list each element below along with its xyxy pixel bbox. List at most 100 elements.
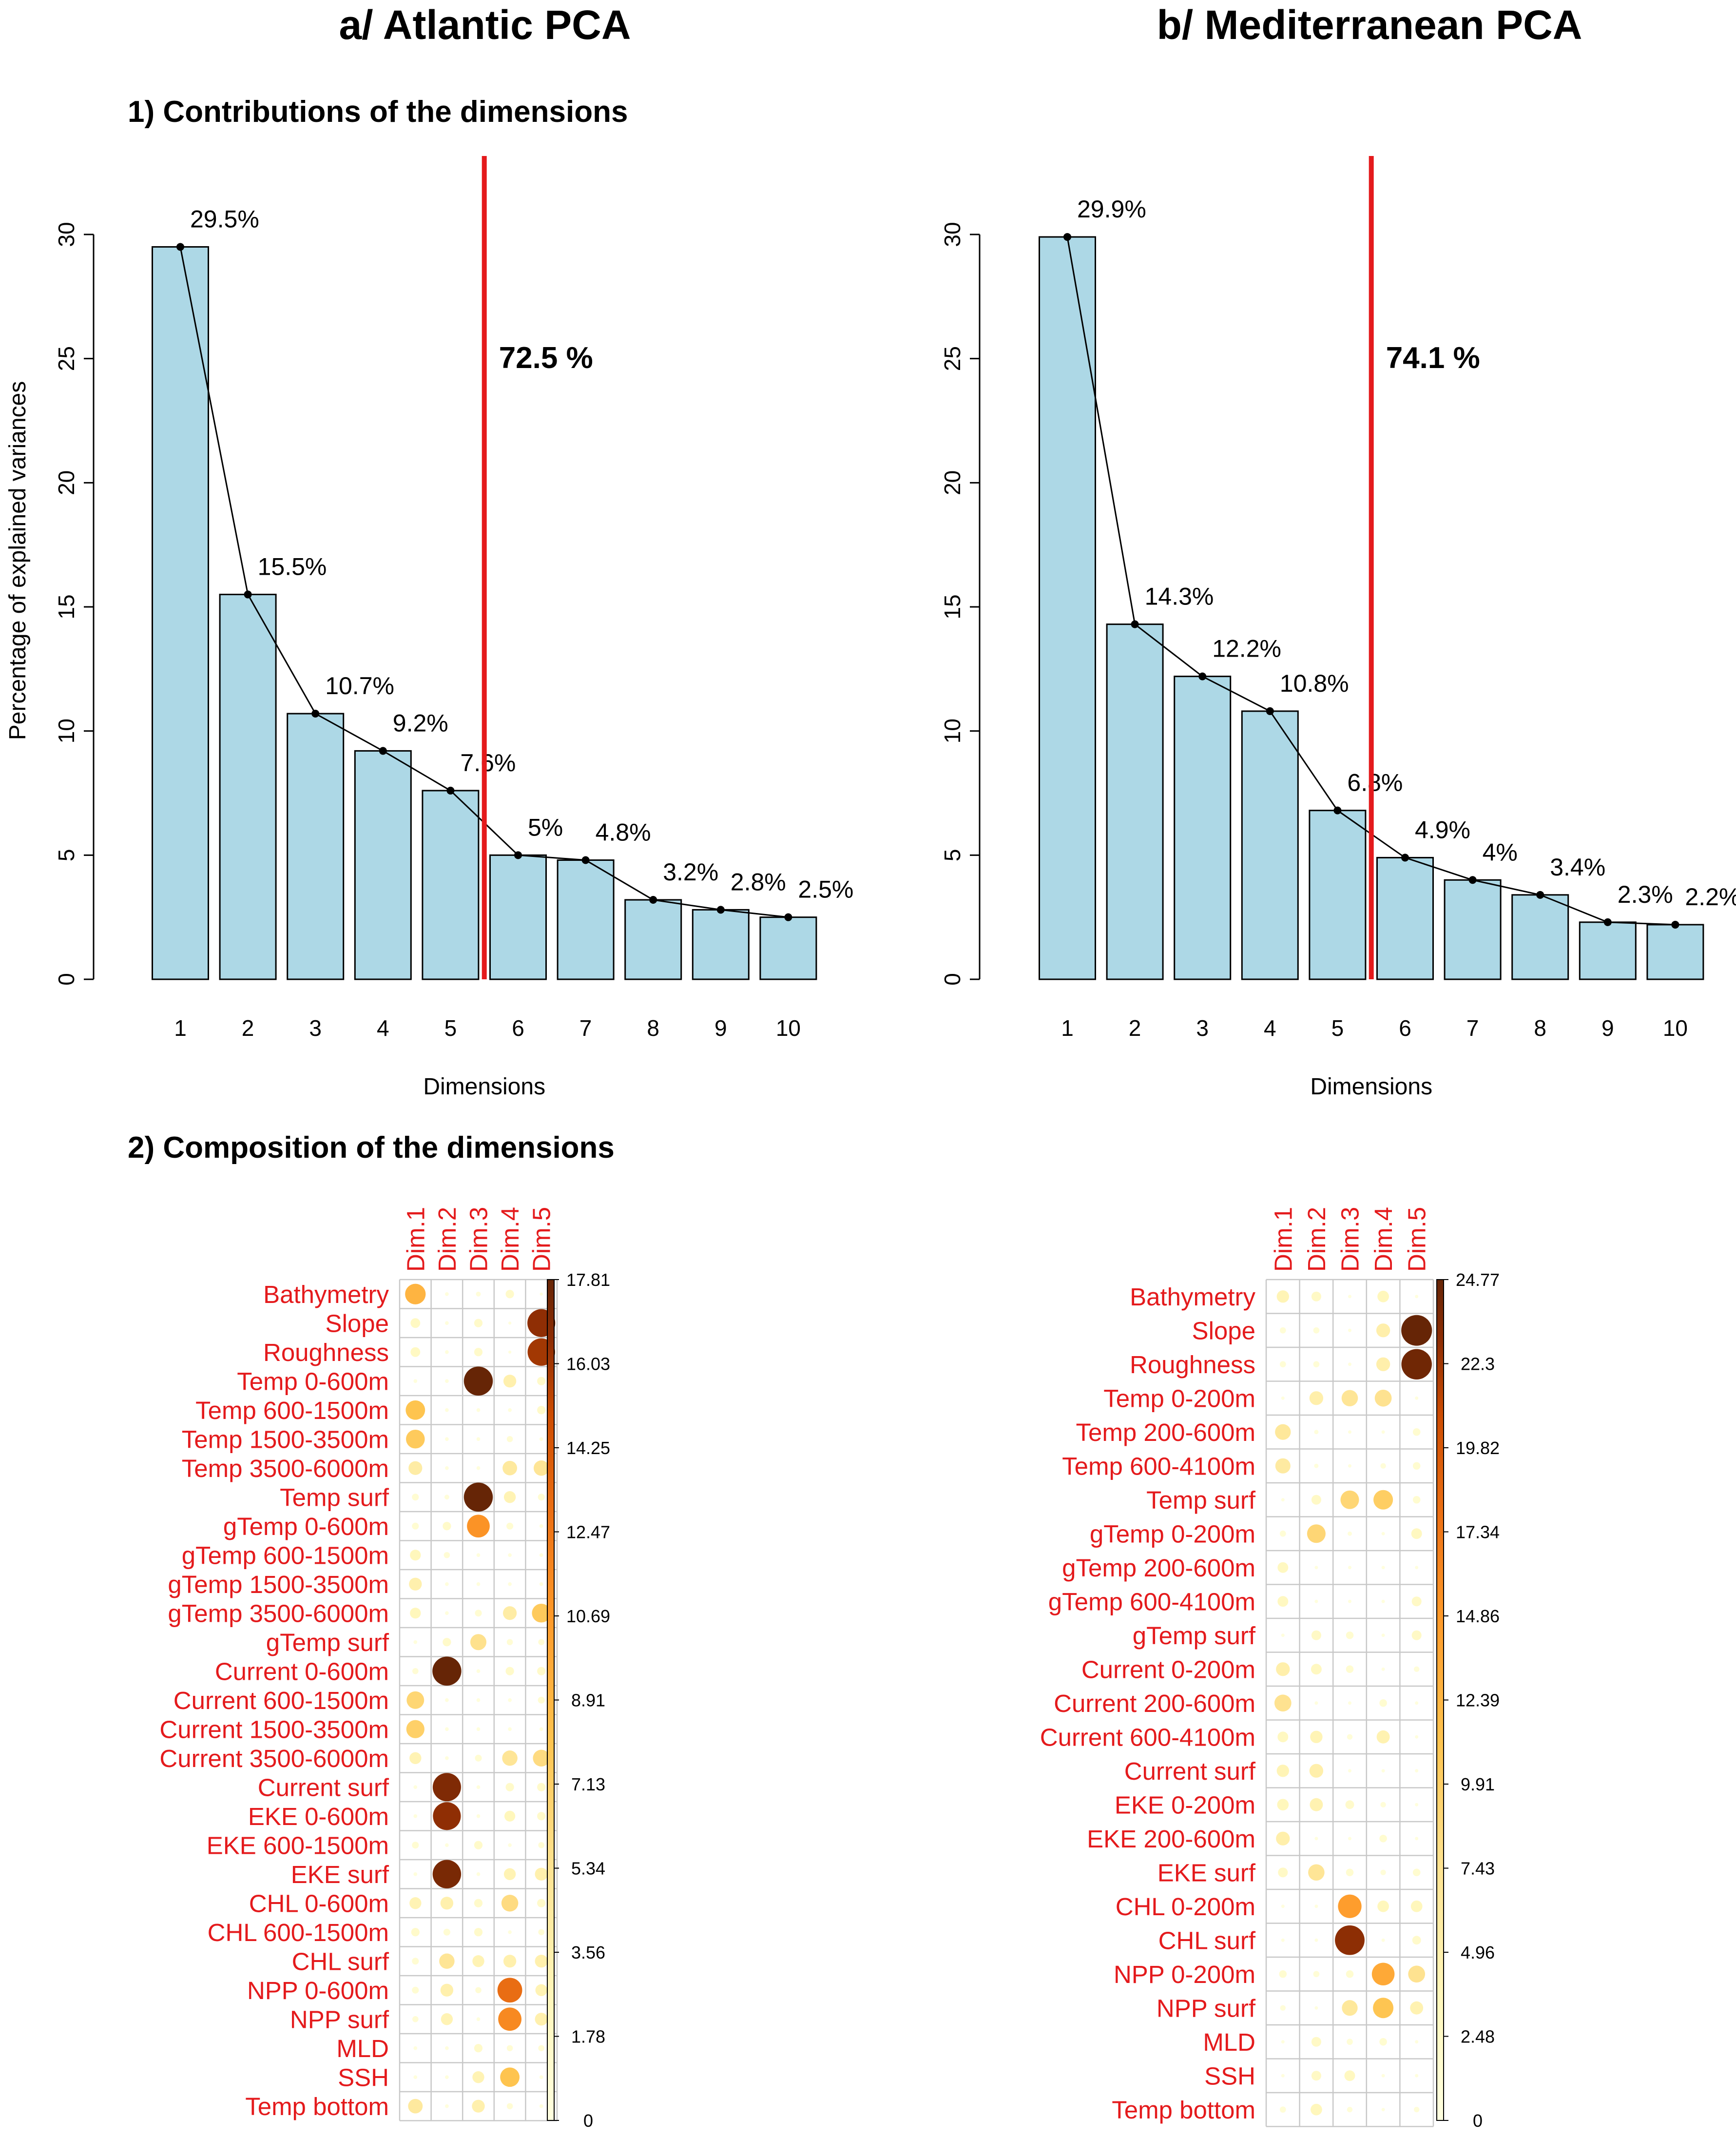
contribution-circle bbox=[1274, 1694, 1292, 1712]
x-tick-label: 3 bbox=[309, 1015, 322, 1041]
colorbar-tick-label: 10.69 bbox=[566, 1606, 610, 1626]
variable-label: Roughness bbox=[263, 1339, 389, 1366]
y-tick-label: 30 bbox=[54, 222, 79, 247]
colorbar-tick-label: 14.86 bbox=[1456, 1606, 1500, 1626]
contribution-circle bbox=[535, 1955, 548, 1968]
bar bbox=[1579, 921, 1637, 980]
x-tick-label: 1 bbox=[174, 1015, 187, 1041]
colorbar-tick-label: 0 bbox=[1473, 2111, 1483, 2131]
contribution-circle bbox=[445, 1698, 449, 1702]
contribution-circle bbox=[1311, 1495, 1321, 1505]
contribution-circle bbox=[1377, 1900, 1389, 1912]
bar bbox=[1106, 623, 1164, 980]
x-tick-label: 6 bbox=[512, 1015, 524, 1041]
contribution-circle bbox=[1411, 1528, 1422, 1539]
bar-value-label: 10.7% bbox=[325, 672, 394, 699]
dimension-label: Dim.1 bbox=[402, 1207, 429, 1272]
contribution-circle bbox=[505, 1290, 514, 1299]
bar-value-label: 4% bbox=[1483, 838, 1518, 866]
variable-label: Temp 200-600m bbox=[1076, 1418, 1255, 1446]
contribution-circle bbox=[1313, 1971, 1320, 1978]
variable-label: Temp 600-4100m bbox=[1062, 1452, 1255, 1480]
colorbar-tick-label: 14.25 bbox=[566, 1438, 610, 1458]
contribution-circle bbox=[408, 1461, 423, 1475]
x-tick-label: 4 bbox=[1264, 1015, 1276, 1041]
contribution-circle bbox=[445, 1727, 449, 1731]
contribution-circle bbox=[533, 1460, 549, 1476]
variable-label: gTemp 0-600m bbox=[223, 1513, 389, 1540]
contribution-circle bbox=[433, 1802, 461, 1830]
contribution-circle bbox=[1381, 1938, 1385, 1942]
bar bbox=[1376, 856, 1434, 980]
y-tick-label: 25 bbox=[940, 346, 965, 371]
contribution-circle bbox=[411, 1928, 420, 1937]
variable-label: Slope bbox=[326, 1309, 389, 1337]
variable-label: Bathymetry bbox=[1130, 1283, 1255, 1311]
contribution-circle bbox=[1348, 1837, 1351, 1841]
contribution-circle bbox=[405, 1400, 425, 1420]
bar-value-label: 14.3% bbox=[1145, 583, 1214, 610]
bar bbox=[692, 909, 750, 980]
bar-value-label: 4.8% bbox=[596, 819, 651, 846]
y-tick-label: 30 bbox=[940, 222, 965, 247]
contribution-circle bbox=[432, 1656, 462, 1686]
variable-label: NPP 0-600m bbox=[247, 1977, 389, 2004]
variance-point bbox=[379, 747, 387, 755]
contribution-circle bbox=[508, 1553, 512, 1557]
contribution-circle bbox=[1280, 2005, 1286, 2011]
contribution-circle bbox=[445, 1843, 449, 1847]
contribution-circle bbox=[1347, 1734, 1353, 1740]
colorbar-tick-label: 3.56 bbox=[571, 1943, 605, 1962]
contribution-circle bbox=[1311, 2071, 1321, 2081]
contribution-circle bbox=[476, 1814, 481, 1818]
dimension-label: Dim.3 bbox=[1336, 1207, 1364, 1272]
variable-label: EKE 200-600m bbox=[1087, 1825, 1255, 1853]
contribution-circle bbox=[502, 1460, 518, 1476]
contribution-circle bbox=[1415, 2040, 1419, 2044]
contribution-circle bbox=[1412, 1936, 1421, 1945]
contribution-circle bbox=[1401, 1349, 1432, 1380]
y-tick-label: 20 bbox=[940, 470, 965, 495]
contribution-circle bbox=[1278, 1867, 1288, 1878]
contribution-circle bbox=[508, 1350, 512, 1354]
bar-value-label: 2.2% bbox=[1685, 883, 1736, 911]
contribution-circle bbox=[472, 2099, 485, 2113]
contribution-circle bbox=[1276, 1831, 1290, 1846]
variable-label: Current 0-200m bbox=[1081, 1655, 1255, 1683]
contribution-circle bbox=[1348, 1295, 1351, 1299]
contribution-circle bbox=[413, 1872, 418, 1876]
contribution-circle bbox=[508, 1582, 512, 1586]
contribution-circle bbox=[474, 1319, 483, 1327]
variable-label: Current 600-4100m bbox=[1040, 1723, 1255, 1751]
y-tick-label: 5 bbox=[940, 849, 965, 862]
contribution-circle bbox=[1381, 1667, 1385, 1671]
contribution-circle bbox=[506, 1436, 513, 1442]
variable-label: EKE 0-200m bbox=[1115, 1791, 1255, 1819]
contribution-circle bbox=[532, 1603, 551, 1623]
colorbar-tick-label: 5.34 bbox=[571, 1859, 605, 1879]
variable-label: EKE 600-1500m bbox=[207, 1831, 389, 1859]
contribution-circle bbox=[475, 1754, 482, 1762]
contribution-circle bbox=[467, 1515, 490, 1538]
contribution-circle bbox=[1348, 1566, 1351, 1570]
contribution-circle bbox=[1415, 1295, 1419, 1299]
bar-value-label: 5% bbox=[528, 814, 563, 841]
variable-label: gTemp 600-4100m bbox=[1048, 1588, 1255, 1615]
variable-label: Temp 600-1500m bbox=[195, 1397, 389, 1424]
panel-title-a: a/ Atlantic PCA bbox=[339, 2, 631, 48]
variance-point bbox=[1671, 920, 1679, 929]
dimension-label: Dim.4 bbox=[496, 1207, 524, 1272]
contribution-circle bbox=[1314, 2006, 1318, 2010]
contribution-circle bbox=[474, 1841, 483, 1849]
correlation-plot-mediterranean: Bathymetry Slope Roughness Temp 0-200m Temp … bbox=[1040, 1207, 1500, 2131]
bar-value-label: 4.9% bbox=[1415, 816, 1470, 843]
contribution-circle bbox=[1311, 1664, 1322, 1675]
contribution-circle bbox=[410, 1608, 421, 1619]
contribution-circle bbox=[1412, 1496, 1421, 1504]
contribution-circle bbox=[1314, 1463, 1319, 1468]
contribution-circle bbox=[476, 1291, 481, 1297]
contribution-circle bbox=[1281, 1904, 1285, 1908]
contribution-circle bbox=[1348, 1769, 1351, 1773]
contribution-circle bbox=[539, 1524, 543, 1528]
